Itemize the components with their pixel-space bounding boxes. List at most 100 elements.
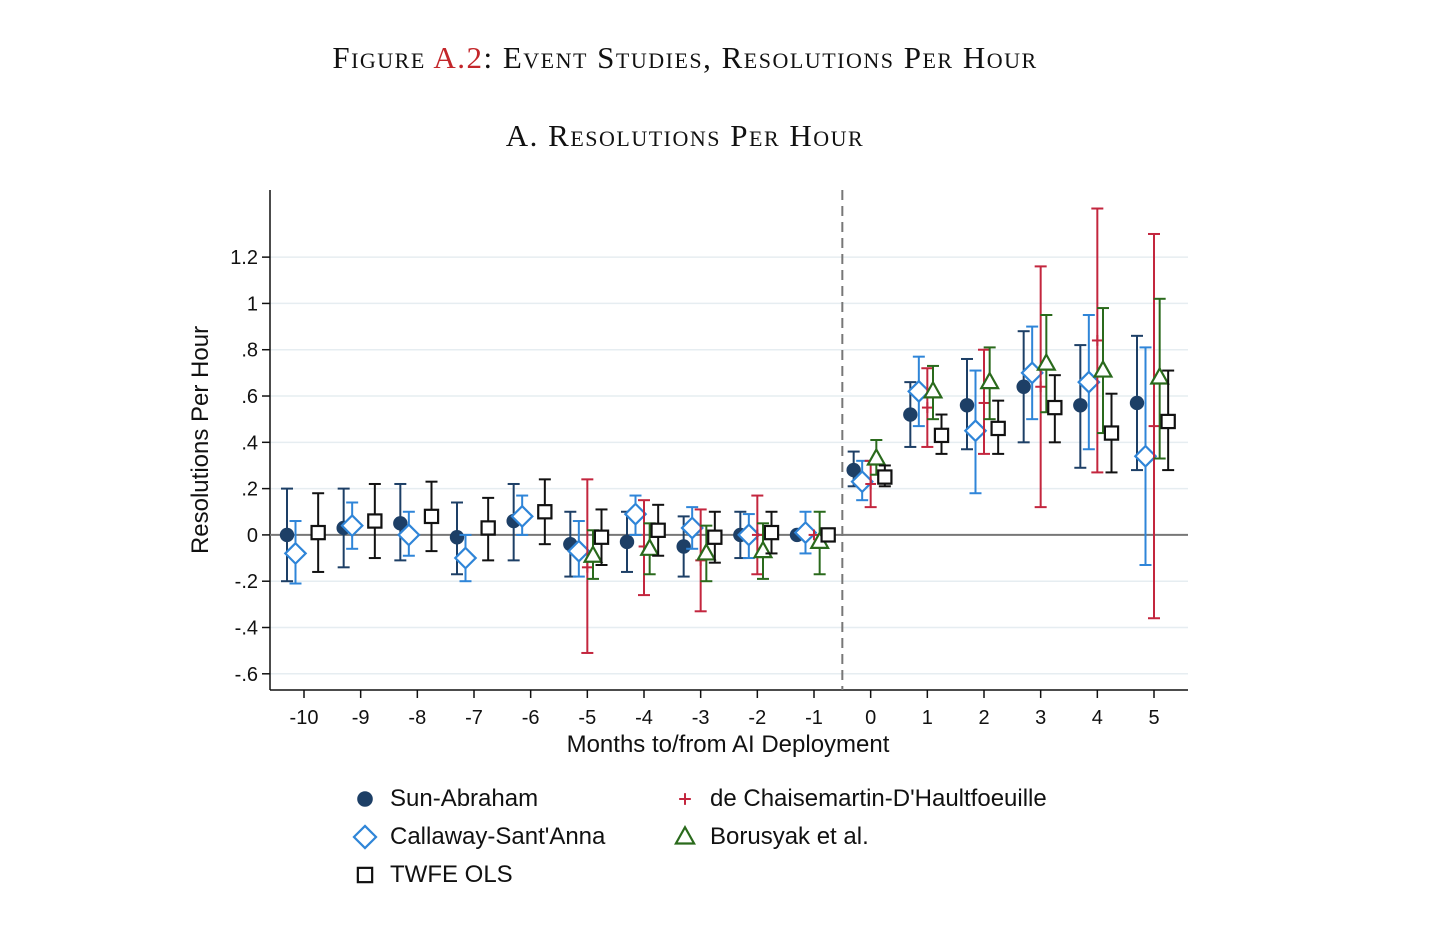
data-point <box>1034 265 1047 509</box>
series-sun-abraham <box>279 330 1145 583</box>
data-point <box>1103 392 1120 474</box>
data-point <box>963 369 988 495</box>
marker-circle <box>959 398 975 413</box>
data-point <box>793 510 818 555</box>
data-point <box>990 399 1006 455</box>
data-point <box>820 527 836 543</box>
data-point <box>1148 232 1160 620</box>
marker-square <box>707 529 723 545</box>
axes: 1.21.8.6.4.20-.2-.4-.6-10 -9 -8 -7 -6 -5 -4 -3-… <box>230 190 1188 729</box>
marker-square <box>877 469 893 485</box>
marker-circle <box>619 534 635 550</box>
marker-square <box>593 529 610 545</box>
data-point <box>393 482 408 562</box>
data-point <box>279 487 295 583</box>
data-point <box>593 508 610 566</box>
grid-lines <box>270 256 1188 675</box>
y-tick-label: .4 <box>241 432 258 454</box>
x-tick-label: 5 <box>1148 707 1159 729</box>
data-point <box>1129 334 1145 472</box>
data-point <box>1133 346 1158 566</box>
data-point <box>959 357 975 451</box>
legend-marker-icon <box>352 824 378 850</box>
marker-triangle <box>1036 352 1057 371</box>
x-tick-label: -5 <box>578 707 596 729</box>
marker-circle <box>279 527 295 543</box>
figure-number: A.2 <box>433 40 484 75</box>
data-point <box>582 529 604 580</box>
data-point <box>1016 330 1031 444</box>
marker-triangle <box>696 542 717 561</box>
marker-square <box>310 524 326 541</box>
data-point <box>922 364 944 421</box>
legend: Sun-Abraham de Chaisemartin-D'Haultfoeuil… <box>350 782 1150 902</box>
series-de-chaisemartin-d-haultfoeuille <box>581 207 1160 654</box>
legend-marker-icon <box>679 793 691 805</box>
y-tick-label: .6 <box>241 386 258 408</box>
marker-diamond <box>567 539 591 563</box>
marker-square <box>990 420 1006 437</box>
marker-square <box>763 524 780 541</box>
marker-circle <box>357 791 373 807</box>
marker-square <box>356 866 374 884</box>
data-point <box>850 459 874 502</box>
marker-triangle <box>866 447 887 466</box>
legend-item: Sun-Abraham <box>350 782 538 816</box>
x-tick-label: 3 <box>1035 707 1046 729</box>
x-tick-label: -2 <box>748 707 766 729</box>
x-tick-label: 4 <box>1092 707 1103 729</box>
y-tick-label: 1.2 <box>230 247 258 269</box>
marker-diamond <box>1133 444 1158 468</box>
data-point <box>979 346 1000 421</box>
data-point <box>1092 307 1114 435</box>
marker-triangle <box>1149 366 1170 385</box>
figure-title: Figure A.2: Event Studies, Resolutions P… <box>0 40 1370 76</box>
marker-circle <box>903 407 918 422</box>
data-point <box>877 464 893 488</box>
data-point <box>1073 344 1088 469</box>
legend-marker-icon <box>674 824 696 845</box>
marker-square <box>820 527 836 543</box>
data-point <box>707 510 723 564</box>
data-point <box>907 355 931 428</box>
data-point <box>1160 369 1176 472</box>
marker-diamond <box>907 379 931 404</box>
marker-diamond <box>963 418 988 443</box>
data-point <box>1091 207 1104 474</box>
marker-circle <box>393 516 408 531</box>
marker-diamond <box>352 824 378 850</box>
marker-triangle <box>1092 359 1114 378</box>
marker-square <box>480 520 496 536</box>
marker-diamond <box>737 523 761 547</box>
x-tick-label: -10 <box>290 707 319 729</box>
data-point <box>1077 314 1101 451</box>
data-point <box>639 522 660 576</box>
x-tick-label: -8 <box>408 707 426 729</box>
data-point <box>310 492 326 573</box>
y-axis-label: Resolutions Per Hour <box>187 326 214 554</box>
marker-circle <box>676 539 691 554</box>
marker-square <box>1103 425 1120 441</box>
data-point <box>619 510 635 573</box>
panel-title: A. Resolutions Per Hour <box>505 118 865 153</box>
x-tick-label: -3 <box>692 707 710 729</box>
data-point <box>737 513 761 560</box>
series-borusyak-et-al- <box>582 297 1170 583</box>
marker-circle <box>1073 398 1088 413</box>
legend-label: de Chaisemartin-D'Haultfoeuille <box>710 785 1047 812</box>
data-point <box>623 494 648 536</box>
data-point <box>1047 374 1063 444</box>
marker-diamond <box>283 541 308 566</box>
data-point <box>537 478 553 546</box>
marker-triangle <box>674 824 696 845</box>
marker-triangle <box>582 544 604 563</box>
y-tick-label: -.2 <box>235 571 258 593</box>
legend-label: TWFE OLS <box>390 861 513 888</box>
marker-diamond <box>510 504 534 529</box>
marker-circle <box>1016 379 1031 394</box>
marker-diamond <box>340 513 364 538</box>
legend-item: Callaway-Sant'Anna <box>350 820 605 854</box>
marker-square <box>423 508 440 525</box>
marker-diamond <box>453 546 478 570</box>
legend-label: Sun-Abraham <box>390 785 539 812</box>
